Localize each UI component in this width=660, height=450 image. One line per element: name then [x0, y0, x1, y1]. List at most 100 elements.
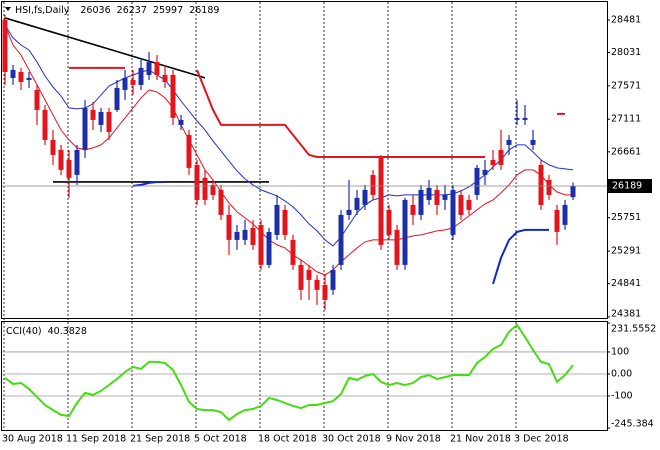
candle-body: [570, 186, 576, 198]
candle-body: [290, 239, 296, 265]
candle-body: [242, 229, 248, 240]
plot-layer: [2, 2, 607, 430]
candle-body: [146, 61, 152, 75]
menu-icon: [5, 7, 11, 11]
cci-title: CCI(40): [6, 326, 42, 337]
indicator-line: [4, 24, 573, 276]
candle-body: [498, 149, 504, 165]
candle-body: [10, 69, 16, 78]
candle-body: [114, 87, 120, 110]
y-tick-label: 0.00: [611, 368, 632, 379]
x-tick-label: 21 Nov 2018: [450, 434, 511, 445]
y-tick-label: 24841: [611, 278, 641, 289]
candle-body: [98, 111, 104, 125]
candle-body: [298, 264, 304, 290]
candle-body: [490, 159, 496, 165]
x-tick-label: 3 Dec 2018: [514, 434, 569, 445]
candle-body: [274, 204, 280, 235]
price-label: 26189: [612, 181, 642, 192]
candle-body: [394, 229, 400, 265]
candle-body: [186, 134, 192, 168]
x-tick-label: 21 Sep 2018: [130, 434, 190, 445]
candle-body: [74, 149, 80, 175]
header-low: 25997: [153, 5, 183, 16]
y-tick-label: 27111: [611, 114, 641, 125]
candle-body: [418, 189, 424, 215]
x-tick-label: 9 Nov 2018: [386, 434, 441, 445]
candle-body: [402, 199, 408, 265]
candle-body: [474, 167, 480, 195]
candle-body: [178, 119, 184, 125]
candle-body: [162, 74, 168, 82]
candle-body: [226, 214, 232, 240]
candle-body: [234, 231, 240, 240]
candle-body: [138, 67, 144, 85]
candle-body: [26, 77, 32, 80]
candle-body: [66, 159, 72, 178]
candle-body: [50, 139, 56, 155]
cci-frame: [1, 321, 608, 431]
candle-body: [458, 194, 464, 215]
cci-header: CCI(40) 40.3828: [6, 326, 87, 337]
y-tick-label: 27571: [611, 80, 641, 91]
candle-body: [42, 109, 48, 140]
candle-body: [2, 19, 8, 72]
candle-body: [58, 149, 64, 170]
candle-body: [506, 139, 512, 145]
candle-body: [562, 204, 568, 225]
indicator-line: [132, 181, 549, 285]
x-tick-label: 5 Oct 2018: [194, 434, 247, 445]
y-tick-label: 28481: [611, 14, 641, 25]
candle-body: [546, 179, 552, 195]
candle-body: [514, 117, 520, 120]
y-tick-label: 26661: [611, 146, 641, 157]
candle-body: [378, 157, 384, 245]
candle-body: [202, 177, 208, 200]
candle-body: [266, 231, 272, 265]
candle-body: [370, 174, 376, 195]
candle-body: [362, 189, 368, 205]
candle-body: [106, 111, 112, 132]
candle-body: [314, 279, 320, 290]
candle-body: [306, 269, 312, 280]
main-frame: [1, 1, 608, 319]
candle-body: [442, 194, 448, 200]
indicator-line: [69, 66, 565, 158]
y-tick-label: 28031: [611, 47, 641, 58]
candle-body: [426, 187, 432, 200]
x-tick-label: 18 Oct 2018: [258, 434, 317, 445]
x-tick-label: 11 Sep 2018: [66, 434, 126, 445]
candle-body: [258, 224, 264, 265]
candle-body: [82, 107, 88, 150]
candle-body: [522, 117, 528, 120]
candle-body: [330, 269, 336, 290]
candle-body: [354, 197, 360, 210]
y-tick-label: 25751: [611, 212, 641, 223]
candle-body: [434, 189, 440, 205]
candle-body: [122, 77, 128, 90]
candle-body: [386, 209, 392, 235]
candle-body: [194, 164, 200, 200]
candle-body: [18, 71, 24, 82]
candle-body: [154, 61, 160, 75]
candle-body: [482, 169, 488, 175]
x-tick-label: 30 Oct 2018: [322, 434, 381, 445]
candle-body: [34, 89, 40, 110]
candle-body: [410, 204, 416, 215]
cci-current: 40.3828: [48, 326, 87, 337]
candle-body: [250, 227, 256, 245]
x-tick-label: 30 Aug 2018: [2, 434, 63, 445]
y-tick-label: 24381: [611, 309, 641, 320]
candle-body: [538, 164, 544, 205]
y-tick-label: 25291: [611, 246, 641, 257]
header-open: 26036: [80, 5, 110, 16]
symbol: HSI,fs,Daily: [15, 5, 70, 16]
candle-body: [530, 139, 536, 145]
candle-body: [466, 199, 472, 210]
candle-body: [338, 214, 344, 265]
header-close: 26189: [189, 5, 219, 16]
candle-body: [450, 189, 456, 235]
candle-body: [218, 189, 224, 215]
